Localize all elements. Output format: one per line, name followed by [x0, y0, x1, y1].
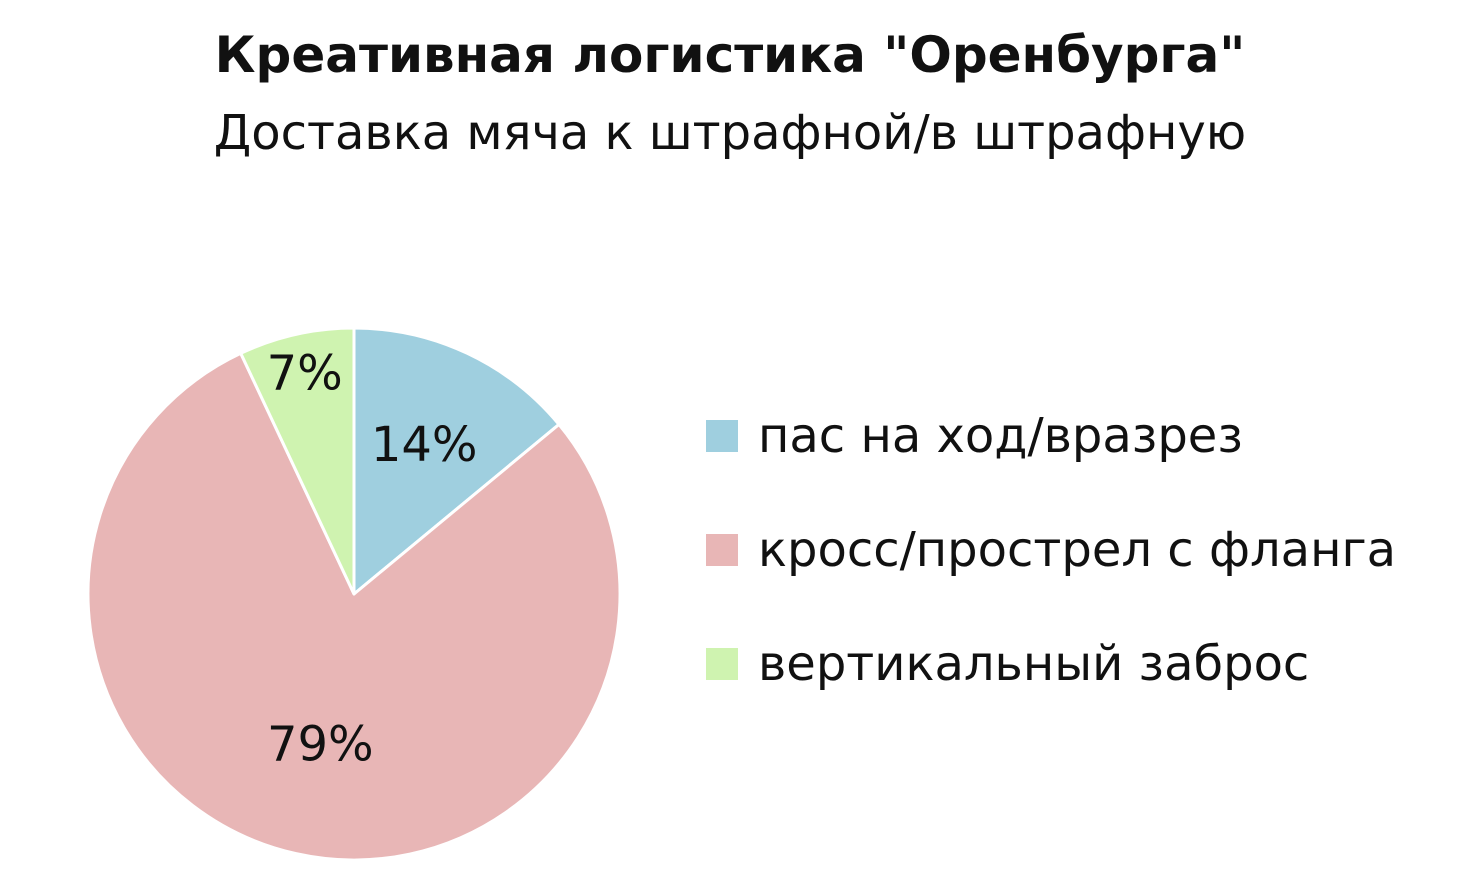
chart-title: Креативная логистика "Оренбурга" — [214, 26, 1246, 84]
slice-label-cross: 79% — [267, 717, 374, 773]
pie-slice-cross — [86, 351, 622, 862]
slice-label-long-ball: 7% — [267, 345, 343, 401]
legend-label-long-ball: вертикальный заброс — [758, 636, 1310, 692]
legend-swatch-pass — [706, 420, 738, 452]
pie-slice-long-ball — [239, 326, 356, 596]
slice-label-pass: 14% — [371, 417, 478, 473]
legend-label-cross: кросс/прострел с фланга — [758, 522, 1397, 578]
legend-label-pass: пас на ход/вразрез — [758, 408, 1243, 464]
legend-swatch-long-ball — [706, 648, 738, 680]
chart-subtitle: Доставка мяча к штрафной/в штрафную — [213, 105, 1247, 161]
legend-swatch-cross — [706, 534, 738, 566]
pie-slice-pass — [352, 326, 561, 596]
